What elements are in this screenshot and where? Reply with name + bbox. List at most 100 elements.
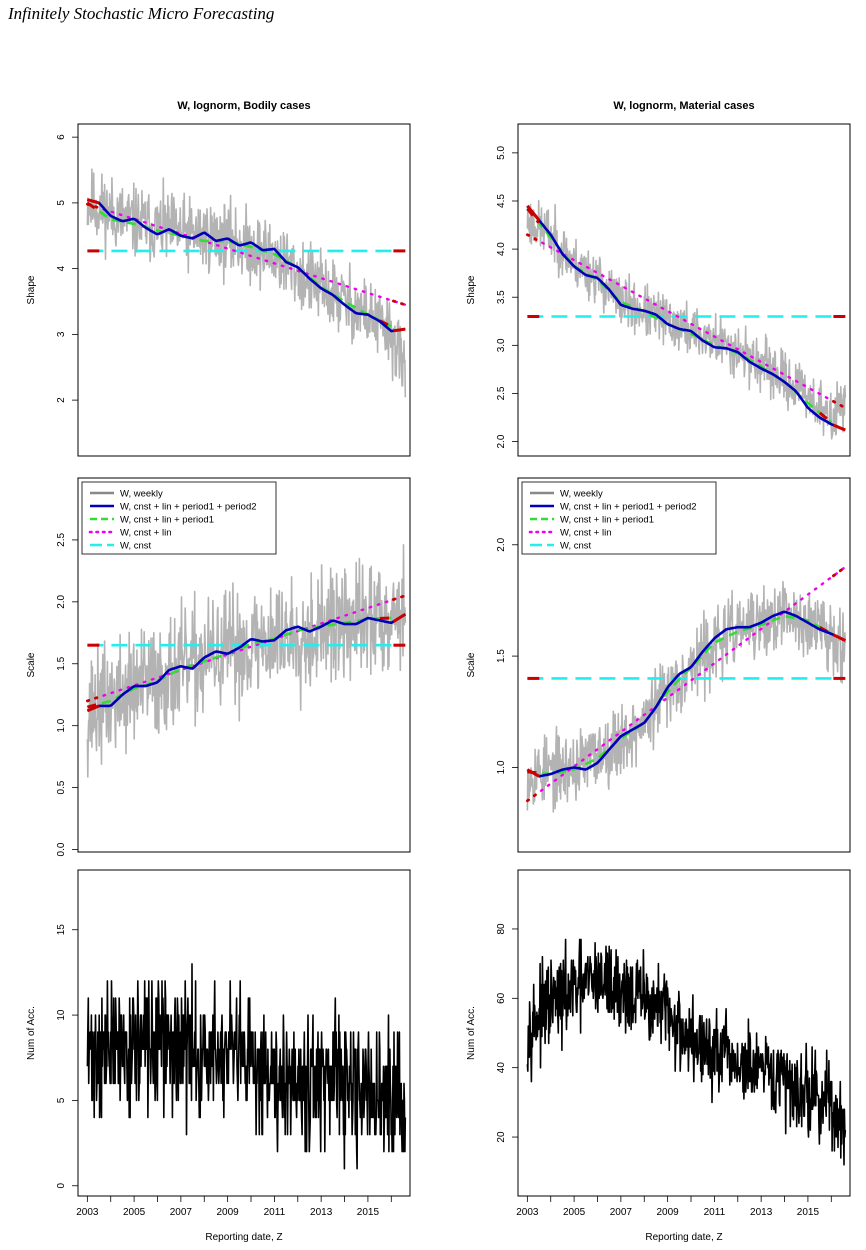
y-axis-label: Shape — [26, 275, 37, 304]
fit-line-lin-edge-end — [391, 299, 407, 307]
fit-line-lin — [526, 233, 847, 410]
y-tick-label: 0 — [56, 1183, 67, 1189]
y-tick-label: 5.0 — [496, 145, 507, 159]
x-tick-label: 2005 — [123, 1207, 146, 1218]
legend: W, weekly W, cnst + lin + period1 + perio… — [81, 481, 277, 555]
chart-bodily_shape: W, lognorm, Bodily cases Shape 2 3 4 5 6 — [26, 100, 411, 457]
x-tick-label: 2007 — [610, 1207, 633, 1218]
running-header: Infinitely Stochastic Micro Forecasting — [8, 4, 275, 23]
plot-frame — [517, 477, 851, 853]
plot-frame — [517, 123, 851, 457]
chart-material_shape: W, lognorm, Material cases Shape 2.0 2.5 3.0… — [466, 100, 851, 457]
fit-line-full-edge-start — [86, 198, 100, 205]
legend-box — [81, 481, 277, 555]
weekly-series — [86, 168, 407, 398]
y-tick-label: 60 — [496, 992, 507, 1004]
x-tick-label: 2011 — [704, 1207, 726, 1218]
y-axis-label: Num of Acc. — [26, 1006, 37, 1060]
plot-frame — [77, 477, 411, 853]
y-tick-label: 2 — [56, 397, 67, 403]
y-tick-label: 5 — [56, 1097, 67, 1103]
legend-label: W, cnst + lin — [560, 528, 611, 539]
x-tick-label: 2007 — [170, 1207, 193, 1218]
fit-line-full — [526, 610, 846, 778]
plot-area — [86, 963, 407, 1170]
y-tick-label: 20 — [496, 1131, 507, 1143]
y-tick-label: 0.0 — [56, 842, 67, 856]
x-tick-label: 2009 — [657, 1207, 680, 1218]
fit-line-lin-edge-start — [86, 695, 101, 703]
x-tick-label: 2005 — [563, 1207, 586, 1218]
fit-line-full — [87, 198, 406, 333]
legend-label: W, cnst + lin + period1 + period2 — [560, 502, 697, 513]
y-tick-label: 1.5 — [56, 656, 67, 670]
y-tick-label: 1.0 — [496, 760, 507, 774]
x-tick-label: 2015 — [357, 1207, 380, 1218]
plot-area — [526, 565, 847, 813]
y-axis-label: Scale — [26, 652, 37, 677]
y-tick-label: 4.0 — [496, 242, 507, 256]
y-tick-label: 2.0 — [56, 594, 67, 608]
y-tick-label: 40 — [496, 1062, 507, 1074]
fit-line-period1-edge-start — [87, 702, 100, 709]
chart-material_count: Num of Acc. 20 40 60 80 2003 2005 2007 2009 2011 2… — [466, 869, 851, 1243]
chart-bodily_scale: Scale 0.0 0.5 1.0 1.5 2.0 2.5 W, weekly W, cnst … — [26, 477, 411, 856]
plot-area — [86, 543, 407, 778]
y-tick-label: 0.5 — [56, 780, 67, 794]
x-tick-label: 2013 — [750, 1207, 773, 1218]
y-tick-label: 2.5 — [496, 386, 507, 400]
y-tick-label: 80 — [496, 923, 507, 935]
plot-frame — [77, 869, 411, 1197]
y-tick-label: 1.5 — [496, 649, 507, 663]
plot-frame — [77, 123, 411, 457]
plot-frame — [517, 869, 851, 1197]
chart-title: W, lognorm, Bodily cases — [177, 100, 310, 112]
fit-line-full-edge-end — [392, 612, 407, 623]
plot-area — [526, 199, 847, 440]
chart-title: W, lognorm, Material cases — [613, 100, 754, 112]
y-tick-label: 4 — [56, 265, 67, 271]
x-tick-label: 2015 — [797, 1207, 820, 1218]
fit-line-period1 — [86, 201, 392, 328]
chart-material_scale: Scale 1.0 1.5 2.0 W, weekly W, cnst + lin + p… — [466, 477, 851, 853]
x-tick-label: 2003 — [516, 1207, 539, 1218]
plot-area — [86, 168, 407, 398]
legend-label: W, cnst + lin + period1 — [120, 515, 214, 526]
y-tick-label: 2.5 — [56, 533, 67, 547]
fit-line-lin-edge-start — [526, 233, 541, 243]
y-tick-label: 3.0 — [496, 338, 507, 352]
x-tick-label: 2011 — [264, 1207, 286, 1218]
legend-label: W, cnst + lin — [120, 528, 171, 539]
fit-line-full-edge-start — [86, 704, 100, 713]
fit-line-period1-edge-end — [818, 411, 833, 424]
chart-bodily_count: Num of Acc. 0 5 10 15 2003 2005 2007 2009 2011 201… — [26, 869, 411, 1243]
fit-line-full — [526, 205, 846, 432]
y-tick-label: 3.5 — [496, 290, 507, 304]
fit-line-full-edge-end — [832, 633, 846, 642]
count-series — [526, 938, 847, 1166]
fit-line-lin-edge-end — [832, 565, 847, 578]
legend-label: W, cnst + lin + period1 — [560, 515, 654, 526]
y-tick-label: 5 — [56, 200, 67, 206]
fit-line-full-edge-start — [526, 204, 541, 222]
plot-area — [526, 938, 847, 1166]
count-series — [86, 963, 407, 1170]
y-tick-label: 1.0 — [56, 718, 67, 732]
fit-line-full — [86, 613, 407, 712]
legend-label: W, weekly — [560, 489, 603, 500]
y-tick-label: 2.0 — [496, 537, 507, 551]
y-tick-label: 15 — [56, 924, 67, 936]
fit-line-period1-edge-start — [86, 201, 100, 213]
fit-line-period1-edge-end — [379, 616, 392, 620]
y-tick-label: 3 — [56, 331, 67, 337]
y-tick-label: 4.5 — [496, 194, 507, 208]
y-tick-label: 6 — [56, 134, 67, 140]
x-tick-label: 2013 — [310, 1207, 333, 1218]
fit-line-lin-edge-end — [391, 594, 407, 601]
legend-label: W, cnst + lin + period1 + period2 — [120, 502, 257, 513]
x-tick-label: 2003 — [76, 1207, 99, 1218]
fit-line-full-edge-end — [832, 423, 846, 432]
fit-line-lin — [526, 565, 847, 802]
fit-line-full-edge-end — [393, 327, 406, 333]
x-tick-label: 2009 — [217, 1207, 240, 1218]
